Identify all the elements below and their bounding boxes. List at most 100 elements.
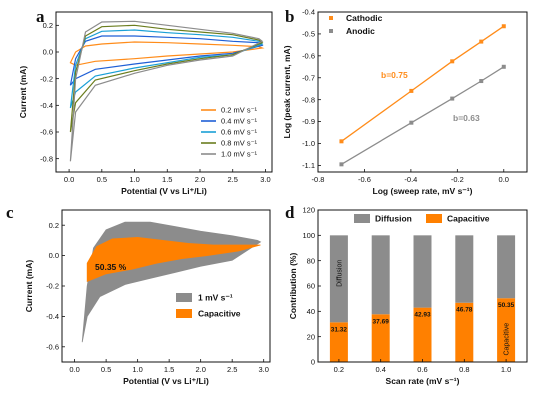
panel-label-a: a	[36, 7, 45, 26]
bar-value-label: 42.93	[414, 312, 431, 319]
y-tick-label: -0.6	[302, 51, 315, 60]
x-tick-label: -0.2	[451, 175, 464, 184]
x-axis-label: Log (sweep rate, mV s⁻¹)	[373, 186, 473, 196]
x-tick-label: 3.0	[258, 365, 268, 374]
chart-d: 31.32 0.2 37.69 0.4 42.93 0.6 46.78 0.8 50.35 1.0…	[288, 206, 528, 386]
legend-label: 0.6 mV s⁻¹	[221, 128, 258, 137]
y-tick-label: -0.4	[40, 101, 53, 110]
legend-label: Capacitive	[198, 309, 241, 319]
cv-curve-5	[69, 20, 264, 162]
legend-label: Diffusion	[375, 214, 412, 224]
slope-annotation-anodic: b=0.63	[453, 113, 480, 123]
data-point	[501, 24, 506, 29]
y-tick-label: -0.8	[302, 95, 315, 104]
data-point	[450, 96, 455, 101]
x-tick-label: 0.5	[101, 365, 111, 374]
y-tick-label: 40	[307, 307, 315, 316]
x-tick-label: 0.2	[334, 365, 344, 374]
x-tick-label: 1.0	[132, 365, 142, 374]
bar-diffusion	[371, 235, 390, 315]
y-tick-label: 100	[302, 231, 315, 240]
plot-frame	[55, 11, 273, 173]
y-axis-label: Current (mA)	[18, 66, 28, 119]
bar-value-label: 46.78	[456, 307, 473, 314]
x-tick-label: 0.0	[499, 175, 509, 184]
y-tick-label: -0.6	[46, 342, 59, 351]
y-tick-label: -0.4	[302, 8, 315, 17]
data-point	[339, 162, 344, 167]
plot-frame	[317, 11, 528, 173]
chart-b: -0.8 -0.6 -0.4 -0.2 0.0 -0.4 -0.5 -0.6 -0.7 -0.8 -…	[282, 8, 528, 196]
y-tick-label: -0.2	[40, 74, 53, 83]
bar-diffusion	[455, 235, 474, 303]
legend-swatch	[426, 214, 442, 223]
panel-label-b: b	[285, 7, 294, 26]
y-tick-label: -1.0	[302, 139, 315, 148]
bar-value-label: 37.69	[373, 318, 390, 325]
data-point	[339, 139, 344, 144]
bar-diffusion	[413, 235, 432, 308]
y-tick-label: -1.1	[302, 161, 315, 170]
cv-curve-3	[69, 29, 264, 109]
bar-value-label: 31.32	[331, 326, 348, 333]
data-point	[450, 59, 455, 64]
legend-swatch	[176, 293, 192, 302]
x-tick-label: 0.0	[64, 175, 74, 184]
bar-capacitive	[497, 298, 516, 362]
data-point	[479, 79, 484, 84]
y-tick-label: -0.8	[40, 154, 53, 163]
x-tick-label: 1.5	[164, 365, 174, 374]
y-tick-label: -0.5	[302, 30, 315, 39]
y-tick-label: 0.2	[43, 21, 53, 30]
bar-value-label: 50.35	[498, 302, 515, 309]
y-tick-label: -0.6	[40, 128, 53, 137]
x-tick-label: -0.4	[404, 175, 417, 184]
bar-text-diffusion: Diffusion	[336, 260, 343, 287]
y-tick-label: 0.2	[49, 221, 59, 230]
legend-swatch	[329, 29, 333, 33]
y-tick-label: 0.0	[49, 251, 59, 260]
bar-capacitive	[455, 302, 474, 362]
panel-label-d: d	[285, 203, 295, 222]
y-tick-label: -0.4	[46, 312, 59, 321]
y-tick-label: -0.7	[302, 73, 315, 82]
legend-label: 1 mV s⁻¹	[198, 293, 233, 303]
x-tick-label: 0.6	[417, 365, 427, 374]
legend-label: Cathodic	[346, 13, 383, 23]
legend-label: 1.0 mV s⁻¹	[221, 150, 258, 159]
legend-swatch	[354, 214, 370, 223]
bar-diffusion	[497, 235, 516, 299]
data-point	[409, 120, 414, 125]
x-tick-label: 2.0	[195, 365, 205, 374]
y-axis-label: Contribution (%)	[288, 253, 298, 320]
x-tick-label: 0.5	[97, 175, 107, 184]
x-axis-label: Potential (V vs Li⁺/Li)	[123, 376, 209, 386]
legend-label: 0.4 mV s⁻¹	[221, 117, 258, 126]
bar-capacitive	[371, 314, 390, 362]
bar-capacitive	[413, 307, 432, 362]
y-tick-label: 0.0	[43, 48, 53, 57]
y-tick-label: 80	[307, 256, 315, 265]
legend-label: 0.2 mV s⁻¹	[221, 106, 258, 115]
capacitive-percentage: 50.35 %	[95, 262, 127, 272]
legend-label: Capacitive	[447, 214, 490, 224]
x-tick-label: 3.0	[260, 175, 270, 184]
data-point	[501, 64, 506, 69]
legend-label: 0.8 mV s⁻¹	[221, 139, 258, 148]
x-tick-label: -0.6	[358, 175, 371, 184]
x-tick-label: 2.5	[227, 365, 237, 374]
x-axis-label: Scan rate (mV s⁻¹)	[386, 376, 460, 386]
bar-capacitive	[329, 322, 348, 362]
y-tick-label: 0	[311, 358, 315, 367]
chart-a: 0.0 0.5 1.0 1.5 2.0 2.5 3.0 0.2 0.0 -0.2 -0.4 -0.6 -…	[18, 11, 273, 196]
y-tick-label: 120	[302, 206, 315, 215]
x-tick-label: 0.4	[375, 365, 385, 374]
data-point	[409, 88, 414, 93]
x-tick-label: -0.8	[312, 175, 325, 184]
y-tick-label: -0.9	[302, 117, 315, 126]
y-tick-label: -0.2	[46, 282, 59, 291]
x-tick-label: 2.0	[195, 175, 205, 184]
panel-label-c: c	[6, 203, 14, 222]
legend-swatch	[329, 16, 333, 20]
